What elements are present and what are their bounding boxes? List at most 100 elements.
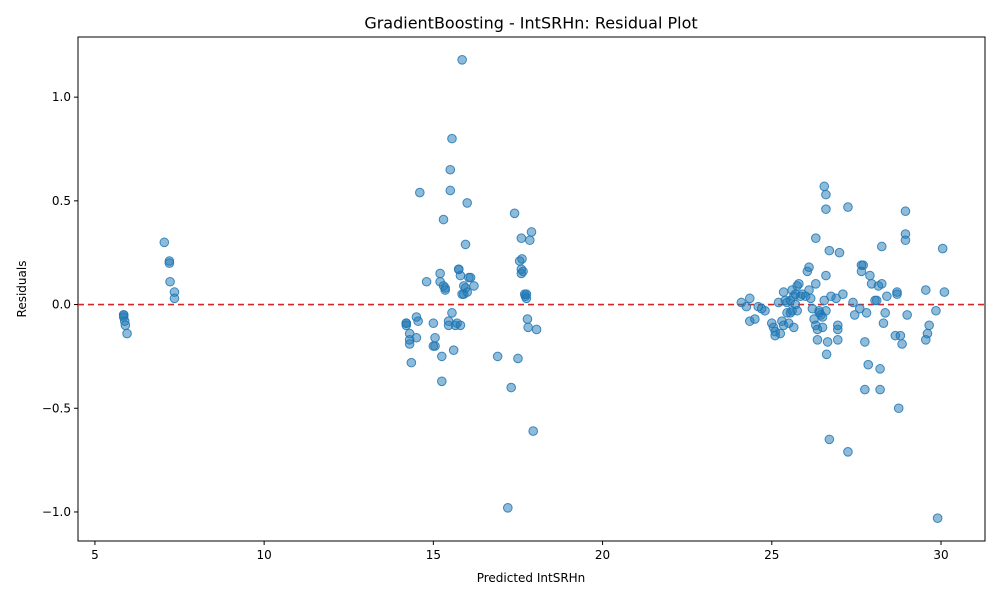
- scatter-point: [854, 303, 865, 314]
- scatter-point: [821, 349, 832, 360]
- scatter-point: [778, 287, 789, 297]
- scatter-point: [521, 293, 532, 304]
- scatter-point: [902, 310, 912, 320]
- scatter-point: [861, 308, 872, 318]
- y-tick-label: 0.0: [52, 298, 71, 312]
- scatter-point: [437, 351, 447, 362]
- x-tick-label: 5: [91, 548, 99, 562]
- scatter-point: [435, 268, 445, 279]
- scatter-point: [415, 187, 425, 198]
- scatter-point: [900, 235, 911, 246]
- scatter-point: [164, 258, 175, 268]
- scatter-point: [843, 447, 853, 457]
- scatter-point: [447, 133, 457, 144]
- scatter-point: [445, 164, 456, 175]
- y-axis: −1.0 −0.5 0.0 0.5 1.0: [42, 90, 78, 519]
- scatter-point: [819, 181, 830, 192]
- scatter-point: [509, 208, 520, 219]
- scatter-point: [523, 322, 533, 333]
- x-tick-label: 15: [426, 548, 441, 562]
- scatter-point: [897, 339, 907, 349]
- scatter-point: [165, 276, 175, 287]
- scatter-point: [860, 384, 870, 395]
- scatter-point: [411, 332, 422, 343]
- scatter-point: [876, 241, 887, 252]
- scatter-point: [920, 285, 931, 295]
- scatter-point: [882, 291, 892, 302]
- scatter-point: [518, 266, 528, 277]
- scatter-point: [831, 293, 841, 304]
- scatter-point: [843, 202, 853, 212]
- scatter-point: [455, 320, 466, 331]
- scatter-point: [876, 279, 887, 289]
- scatter-point: [526, 227, 537, 237]
- data-points: [118, 55, 950, 523]
- scatter-point: [531, 324, 542, 335]
- scatter-point: [932, 513, 943, 523]
- x-tick-label: 10: [256, 548, 271, 562]
- scatter-point: [832, 324, 843, 335]
- scatter-point: [860, 337, 870, 347]
- scatter-point: [430, 341, 440, 351]
- scatter-point: [824, 434, 835, 445]
- y-axis-label: Residuals: [15, 261, 29, 318]
- x-tick-label: 20: [595, 548, 610, 562]
- scatter-point: [810, 279, 821, 289]
- scatter-point: [821, 189, 831, 200]
- scatter-point: [878, 318, 889, 329]
- chart-title: GradientBoosting - IntSRHn: Residual Plo…: [364, 14, 697, 33]
- scatter-point: [513, 353, 523, 364]
- scatter-point: [447, 308, 457, 318]
- scatter-point: [421, 276, 432, 287]
- scatter-point: [460, 239, 471, 250]
- scatter-point: [462, 287, 472, 297]
- scatter-point: [805, 293, 816, 304]
- scatter-point: [457, 55, 467, 65]
- scatter-point: [821, 270, 831, 281]
- scatter-point: [516, 233, 527, 243]
- scatter-point: [871, 295, 882, 306]
- scatter-point: [437, 376, 447, 387]
- scatter-point: [792, 305, 802, 316]
- x-tick-label: 30: [933, 548, 948, 562]
- scatter-point: [822, 337, 833, 347]
- scatter-point: [120, 320, 131, 331]
- scatter-point: [462, 198, 472, 208]
- scatter-point: [528, 426, 538, 436]
- scatter-point: [804, 262, 814, 273]
- x-axis: 5 10 15 20 25 30: [91, 541, 949, 562]
- scatter-point: [469, 281, 479, 291]
- scatter-point: [744, 293, 755, 304]
- scatter-point: [525, 235, 535, 246]
- scatter-point: [895, 330, 906, 341]
- scatter-point: [413, 316, 423, 326]
- scatter-point: [404, 339, 415, 349]
- y-tick-label: −1.0: [42, 505, 71, 519]
- scatter-point: [159, 237, 170, 248]
- scatter-point: [875, 384, 885, 395]
- scatter-point: [838, 289, 848, 299]
- scatter-point: [819, 295, 830, 306]
- scatter-point: [865, 270, 875, 281]
- scatter-point: [169, 293, 180, 304]
- scatter-point: [517, 254, 527, 264]
- scatter-point: [880, 308, 890, 318]
- y-tick-label: 0.5: [52, 194, 71, 208]
- scatter-point: [775, 328, 786, 339]
- scatter-point: [821, 204, 831, 214]
- scatter-point: [922, 328, 933, 339]
- scatter-point: [848, 297, 858, 308]
- scatter-point: [438, 214, 449, 225]
- scatter-point: [522, 314, 533, 324]
- scatter-point: [875, 364, 885, 374]
- scatter-point: [832, 335, 843, 345]
- axes-frame: [77, 36, 986, 542]
- scatter-point: [760, 305, 770, 316]
- scatter-point: [892, 287, 902, 297]
- scatter-point: [804, 285, 814, 295]
- scatter-point: [939, 287, 950, 297]
- scatter-point: [824, 245, 835, 256]
- scatter-point: [455, 270, 466, 281]
- scatter-point: [834, 247, 845, 258]
